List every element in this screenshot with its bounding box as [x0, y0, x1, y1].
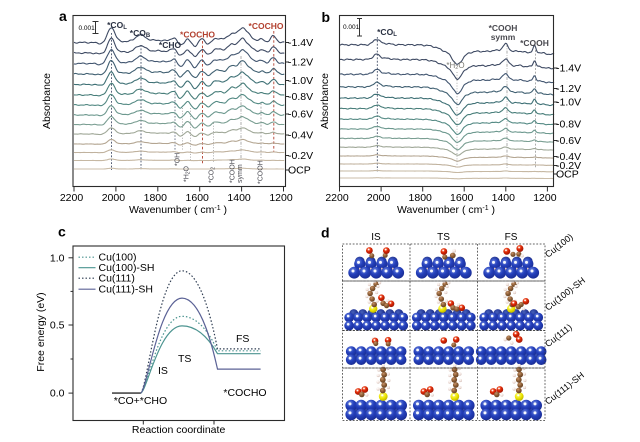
svg-text:-0.2V: -0.2V [556, 160, 581, 172]
svg-text:-0.2V: -0.2V [288, 150, 313, 162]
svg-text:Free energy (eV): Free energy (eV) [35, 292, 47, 371]
svg-text:1.0: 1.0 [50, 252, 65, 264]
svg-text:0.5: 0.5 [50, 320, 65, 332]
svg-text:0.0: 0.0 [50, 388, 65, 400]
svg-text:*CHO: *CHO [159, 40, 182, 50]
svg-text:Wavenumber ( cm-1 ): Wavenumber ( cm-1 ) [397, 204, 495, 216]
svg-text:1600: 1600 [450, 192, 474, 204]
svg-text:-0.8V: -0.8V [556, 119, 581, 131]
svg-text:symm: symm [237, 164, 244, 183]
svg-text:IS: IS [371, 232, 381, 243]
svg-text:Reaction coordinate: Reaction coordinate [132, 424, 226, 436]
svg-text:-1.2V: -1.2V [556, 83, 581, 95]
svg-text:FS: FS [236, 333, 249, 345]
svg-text:Wavenumber ( cm-1 ): Wavenumber ( cm-1 ) [129, 204, 227, 216]
svg-text:2000: 2000 [102, 192, 126, 204]
svg-text:*CO2: *CO2 [209, 167, 217, 183]
svg-text:1400: 1400 [227, 192, 251, 204]
svg-text:2200: 2200 [325, 192, 349, 204]
svg-text:Absorbance: Absorbance [41, 73, 53, 129]
svg-text:IS: IS [158, 365, 168, 377]
svg-text:1400: 1400 [492, 192, 516, 204]
svg-text:FS: FS [505, 232, 518, 243]
svg-text:*COL: *COL [107, 20, 127, 31]
svg-text:*COOH: *COOH [520, 38, 549, 48]
svg-text:-0.4V: -0.4V [288, 130, 313, 142]
svg-text:-1.4V: -1.4V [288, 37, 313, 49]
svg-text:*COOH: *COOH [489, 23, 518, 33]
svg-text:symm: symm [491, 32, 516, 42]
svg-text:1600: 1600 [186, 192, 210, 204]
svg-text:-1.0V: -1.0V [288, 75, 313, 87]
svg-text:Cu(100): Cu(100) [99, 252, 137, 264]
svg-text:-0.6V: -0.6V [556, 135, 581, 147]
svg-text:1200: 1200 [269, 192, 293, 204]
svg-text:2000: 2000 [367, 192, 391, 204]
svg-text:*COCHO: *COCHO [249, 21, 284, 31]
svg-text:a: a [59, 8, 67, 24]
svg-text:TS: TS [178, 353, 191, 365]
svg-text:*H2O: *H2O [184, 165, 192, 182]
svg-text:1200: 1200 [533, 192, 557, 204]
svg-text:-0.4V: -0.4V [556, 151, 581, 163]
svg-text:-1.0V: -1.0V [556, 97, 581, 109]
svg-text:-0.8V: -0.8V [288, 91, 313, 103]
svg-text:d: d [321, 225, 330, 241]
svg-text:*COL: *COL [377, 27, 397, 38]
svg-text:OCP: OCP [288, 165, 311, 177]
svg-text:Cu(100)-SH: Cu(100)-SH [99, 262, 155, 274]
svg-text:*OH: *OH [175, 153, 182, 166]
svg-text:TS: TS [437, 232, 450, 243]
svg-text:b: b [322, 9, 331, 25]
svg-text:0.001: 0.001 [79, 25, 96, 32]
svg-text:*CO+*CHO: *CO+*CHO [114, 395, 167, 407]
svg-text:*COCHO: *COCHO [223, 387, 266, 399]
svg-text:0.001: 0.001 [343, 24, 360, 31]
svg-text:-1.2V: -1.2V [288, 57, 313, 69]
svg-text:1800: 1800 [409, 192, 433, 204]
svg-text:-1.4V: -1.4V [556, 63, 581, 75]
svg-text:*COOH: *COOH [230, 159, 237, 183]
svg-text:c: c [58, 224, 66, 240]
svg-text:*COCHO: *COCHO [180, 30, 215, 40]
svg-text:-0.6V: -0.6V [288, 109, 313, 121]
svg-text:Cu(111)-SH: Cu(111)-SH [99, 284, 153, 296]
svg-text:OCP: OCP [556, 169, 579, 181]
svg-text:2200: 2200 [60, 192, 84, 204]
svg-text:*COB: *COB [130, 28, 151, 39]
svg-text:*H2O: *H2O [446, 61, 464, 71]
svg-text:Cu(111): Cu(111) [99, 273, 135, 285]
svg-text:1800: 1800 [144, 192, 168, 204]
svg-text:Absorbance: Absorbance [319, 73, 331, 129]
svg-text:*COOH: *COOH [258, 160, 265, 184]
